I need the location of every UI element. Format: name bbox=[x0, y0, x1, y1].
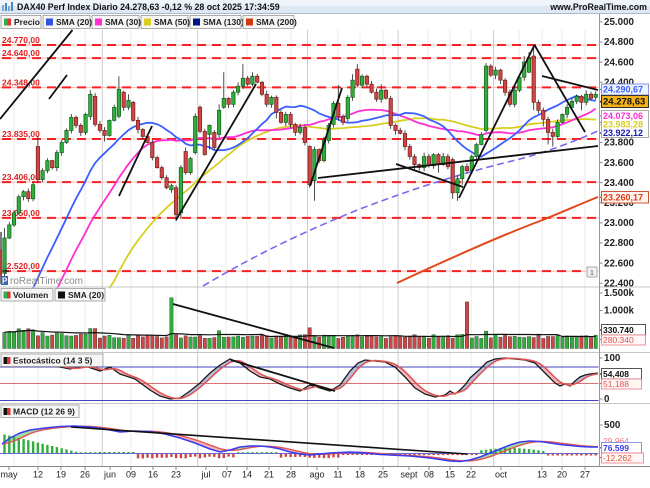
svg-text:1.000k: 1.000k bbox=[604, 306, 635, 317]
svg-text:20: 20 bbox=[557, 470, 567, 480]
svg-text:SMA (30): SMA (30) bbox=[105, 17, 141, 27]
svg-text:23.835,00: 23.835,00 bbox=[2, 129, 40, 139]
svg-text:Precio: Precio bbox=[14, 17, 40, 27]
svg-text:23.400: 23.400 bbox=[604, 178, 635, 189]
svg-text:1.500k: 1.500k bbox=[604, 288, 635, 299]
svg-text:09: 09 bbox=[126, 470, 136, 480]
svg-text:280.340: 280.340 bbox=[603, 335, 634, 345]
svg-text:1: 1 bbox=[590, 270, 594, 277]
svg-text:may: may bbox=[0, 470, 18, 480]
svg-text:12: 12 bbox=[33, 470, 43, 480]
svg-text:sept: sept bbox=[400, 470, 418, 480]
svg-text:Estocástico (14 3 5): Estocástico (14 3 5) bbox=[13, 356, 93, 366]
svg-text:26: 26 bbox=[80, 470, 90, 480]
svg-text:24.770,00: 24.770,00 bbox=[2, 35, 40, 45]
svg-text:100: 100 bbox=[604, 353, 621, 364]
svg-text:23.000: 23.000 bbox=[604, 218, 635, 229]
svg-text:25: 25 bbox=[378, 470, 388, 480]
svg-text:SMA (130): SMA (130) bbox=[203, 17, 244, 27]
svg-text:11: 11 bbox=[333, 470, 342, 480]
svg-text:51,188: 51,188 bbox=[603, 379, 629, 389]
svg-text:MACD (12 26 9): MACD (12 26 9) bbox=[13, 407, 75, 417]
svg-text:07: 07 bbox=[222, 470, 232, 480]
svg-text:22.520,00: 22.520,00 bbox=[2, 261, 40, 271]
svg-text:76.599: 76.599 bbox=[603, 443, 629, 453]
svg-text:25.000: 25.000 bbox=[604, 17, 635, 28]
svg-text:P: P bbox=[2, 277, 8, 286]
svg-text:23.600: 23.600 bbox=[604, 158, 635, 169]
svg-text:13: 13 bbox=[537, 470, 547, 480]
svg-text:SMA (20): SMA (20) bbox=[56, 17, 92, 27]
svg-text:22.400: 22.400 bbox=[604, 278, 635, 289]
svg-text:24.290,67: 24.290,67 bbox=[603, 85, 643, 95]
svg-text:oct: oct bbox=[495, 470, 508, 480]
svg-text:24.800: 24.800 bbox=[604, 37, 635, 48]
svg-text:Volumen: Volumen bbox=[13, 290, 48, 300]
svg-text:24.348,00: 24.348,00 bbox=[2, 77, 40, 87]
svg-text:24.640,00: 24.640,00 bbox=[2, 48, 40, 58]
svg-text:23.050,00: 23.050,00 bbox=[2, 208, 40, 218]
svg-text:SMA (200): SMA (200) bbox=[256, 17, 297, 27]
svg-text:24.400: 24.400 bbox=[604, 77, 635, 88]
svg-text:23.260,17: 23.260,17 bbox=[603, 193, 643, 203]
svg-text:08: 08 bbox=[424, 470, 434, 480]
svg-text:23.983,28: 23.983,28 bbox=[603, 120, 643, 130]
svg-text:DAX40 Perf Index Diario 24.278: DAX40 Perf Index Diario 24.278,63 -0,12 … bbox=[17, 2, 280, 12]
svg-text:jul: jul bbox=[200, 470, 210, 480]
svg-text:0: 0 bbox=[604, 394, 610, 405]
svg-text:27: 27 bbox=[580, 470, 590, 480]
svg-text:15: 15 bbox=[445, 470, 455, 480]
svg-text:23: 23 bbox=[171, 470, 181, 480]
svg-text:roRealTime.com: roRealTime.com bbox=[10, 276, 83, 287]
svg-text:23.800: 23.800 bbox=[604, 138, 635, 149]
svg-text:24.073,06: 24.073,06 bbox=[603, 111, 643, 121]
svg-text:500: 500 bbox=[604, 420, 621, 431]
svg-text:54,408: 54,408 bbox=[603, 369, 629, 379]
svg-text:-12.262: -12.262 bbox=[603, 453, 632, 463]
svg-text:330.740: 330.740 bbox=[603, 325, 634, 335]
svg-text:23.922,12: 23.922,12 bbox=[603, 128, 643, 138]
svg-text:22.800: 22.800 bbox=[604, 238, 635, 249]
svg-text:21: 21 bbox=[264, 470, 274, 480]
svg-text:22: 22 bbox=[466, 470, 476, 480]
svg-text:23.406,00: 23.406,00 bbox=[2, 172, 40, 182]
svg-text:28: 28 bbox=[286, 470, 296, 480]
svg-text:SMA (50): SMA (50) bbox=[154, 17, 190, 27]
svg-text:jun: jun bbox=[103, 470, 116, 480]
svg-text:ago: ago bbox=[309, 470, 324, 480]
svg-text:22.600: 22.600 bbox=[604, 258, 635, 269]
svg-text:16: 16 bbox=[148, 470, 158, 480]
svg-text:29.964: 29.964 bbox=[603, 436, 629, 446]
svg-text:19: 19 bbox=[56, 470, 66, 480]
svg-text:18: 18 bbox=[355, 470, 365, 480]
svg-text:SMA (20): SMA (20) bbox=[68, 290, 104, 300]
svg-text:24.278,63: 24.278,63 bbox=[603, 97, 645, 108]
svg-text:14: 14 bbox=[242, 470, 252, 480]
svg-text:www.ProRealTime.com: www.ProRealTime.com bbox=[549, 2, 647, 12]
svg-text:24.600: 24.600 bbox=[604, 57, 635, 68]
